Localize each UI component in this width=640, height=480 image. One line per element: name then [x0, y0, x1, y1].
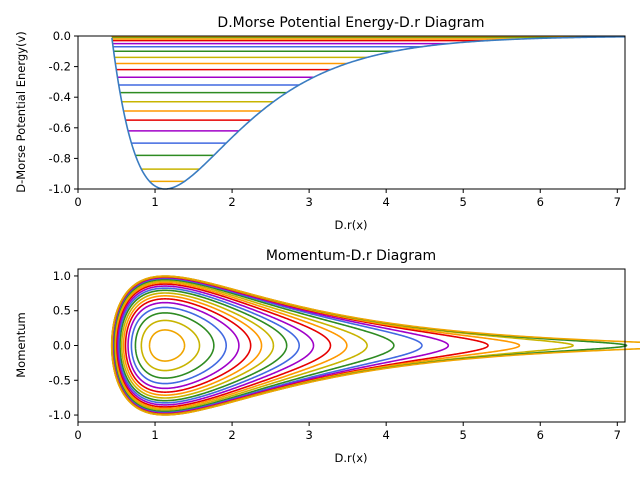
chart2-x-tick-label: 7 — [614, 428, 621, 442]
chart2-y-tick-label: 0.0 — [53, 339, 71, 353]
phase-orbit-curve — [113, 280, 368, 411]
chart1-y-tick-label: -0.4 — [49, 90, 71, 104]
chart1-plot-area — [111, 35, 626, 190]
chart1-x-tick-label: 4 — [383, 195, 390, 209]
phase-orbit-curve — [119, 289, 288, 402]
chart1-x-label: D.r(x) — [334, 218, 367, 232]
chart2-x-tick-label: 6 — [537, 428, 544, 442]
phase-orbit-curve — [111, 275, 521, 416]
chart2-x-tick-label: 5 — [460, 428, 467, 442]
chart1-y-tick-label: -0.6 — [49, 121, 71, 135]
chart2-title: Momentum-D.r Diagram — [266, 248, 436, 264]
momentum-chart: Momentum-D.r Diagram 0 1 2 3 4 5 6 7 -1.0 -0.5 0.… — [14, 248, 640, 465]
phase-orbit-curve — [114, 281, 348, 410]
phase-orbit-curve — [120, 292, 275, 399]
chart1-x-tick-label: 5 — [460, 195, 467, 209]
chart1-frame — [77, 35, 626, 190]
chart2-x-tick-label: 1 — [151, 428, 158, 442]
chart1-x-ticks: 0 1 2 3 4 5 6 7 — [74, 189, 621, 209]
chart2-x-tick-label: 3 — [305, 428, 312, 442]
chart1-x-tick-label: 3 — [305, 195, 312, 209]
chart2-y-tick-label: 0.5 — [53, 304, 71, 318]
chart2-y-tick-label: 1.0 — [53, 269, 71, 283]
chart1-x-tick-label: 0 — [74, 195, 81, 209]
chart2-plot-area — [110, 275, 640, 416]
chart2-frame — [77, 268, 626, 423]
chart2-x-ticks: 0 1 2 3 4 5 6 7 — [74, 422, 621, 442]
chart1-x-tick-label: 7 — [614, 195, 621, 209]
chart2-x-tick-label: 4 — [383, 428, 390, 442]
chart2-y-tick-label: -0.5 — [49, 373, 71, 387]
chart2-x-tick-label: 2 — [228, 428, 235, 442]
phase-orbit-curve — [111, 276, 489, 415]
phase-orbit-curve — [111, 276, 450, 415]
chart2-y-label: Momentum — [14, 312, 28, 378]
chart1-y-tick-label: -0.2 — [49, 60, 71, 74]
chart1-x-tick-label: 6 — [537, 195, 544, 209]
chart1-title: D.Morse Potential Energy-D.r Diagram — [217, 15, 484, 31]
phase-orbit-curve — [130, 306, 227, 385]
chart2-x-tick-label: 0 — [74, 428, 81, 442]
phase-orbit-curve — [110, 275, 640, 416]
chart2-y-ticks: -1.0 -0.5 0.0 0.5 1.0 — [49, 269, 78, 422]
phase-orbit-curve — [112, 278, 395, 413]
phase-orbit-curve — [122, 295, 263, 396]
phase-orbit-curve — [148, 329, 186, 362]
potential-energy-chart: D.Morse Potential Energy-D.r Diagram 0 1 2… — [14, 15, 626, 232]
morse-potential-curve — [111, 35, 626, 190]
chart1-y-tick-label: -1.0 — [49, 182, 71, 196]
phase-orbit-curve — [124, 298, 252, 393]
chart1-y-label: D-Morse Potential Energy(v) — [14, 31, 28, 193]
chart1-y-ticks: -1.0 -0.8 -0.6 -0.4 -0.2 0.0 — [49, 29, 78, 196]
chart2-y-tick-label: -1.0 — [49, 408, 71, 422]
chart1-x-tick-label: 1 — [151, 195, 158, 209]
phase-orbit-curve — [115, 283, 332, 408]
phase-orbit-curve — [117, 287, 300, 404]
chart1-y-tick-label: -0.8 — [49, 151, 71, 165]
phase-orbit-curve — [116, 285, 315, 406]
chart1-x-tick-label: 2 — [228, 195, 235, 209]
chart1-y-tick-label: 0.0 — [53, 29, 71, 43]
phase-orbit-curve — [127, 301, 240, 390]
phase-orbit-curve — [140, 319, 201, 372]
phase-orbit-curve — [134, 312, 215, 379]
chart2-x-label: D.r(x) — [334, 451, 367, 465]
